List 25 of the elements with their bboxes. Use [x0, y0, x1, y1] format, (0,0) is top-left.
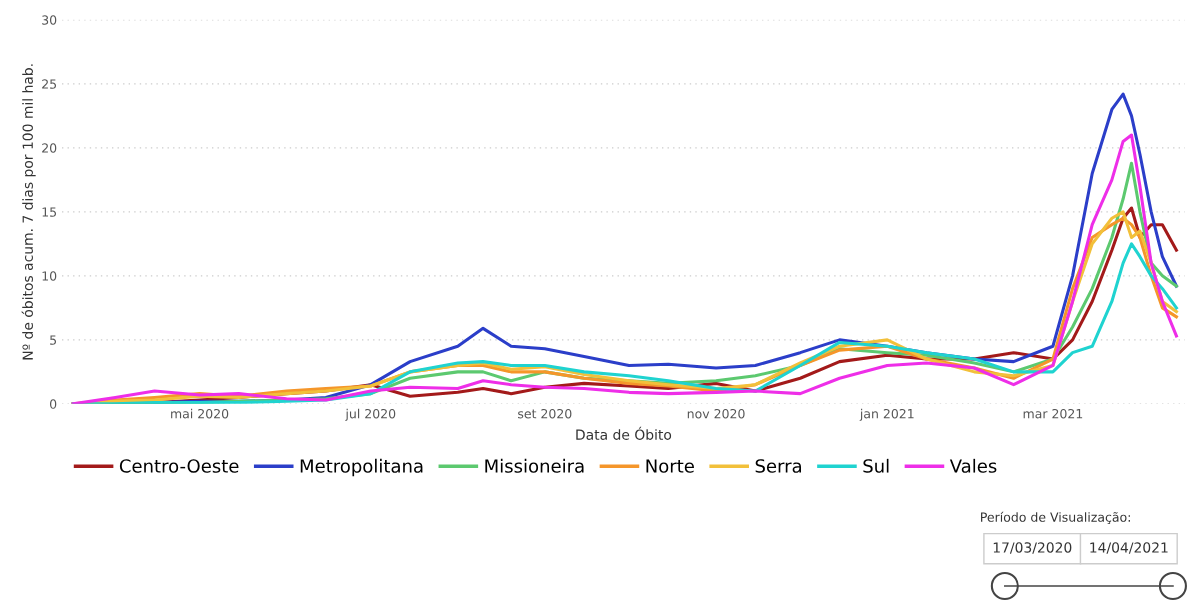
x-tick-label: mar 2021 — [1023, 408, 1083, 419]
text: 14/04/2021 — [1090, 542, 1168, 554]
x-tick-label: mai 2020 — [171, 408, 229, 419]
y-tick-label: 0 — [49, 399, 57, 409]
y-axis-title: Nº de óbitos acum. 7 dias por 100 mil hab. — [21, 64, 36, 360]
y-tick-label: 30 — [42, 15, 57, 25]
y-tick-label: 20 — [42, 143, 57, 153]
x-axis-title: Data de Óbito — [576, 426, 672, 440]
legend-label: Centro-Oeste — [119, 459, 239, 473]
y-tick-label: 25 — [42, 79, 57, 89]
x-tick-label: jul 2020 — [345, 408, 396, 421]
legend-label: Serra — [755, 459, 801, 473]
legend-label: Vales — [949, 458, 997, 473]
y-tick-label: 15 — [42, 207, 57, 217]
y-tick-label: 10 — [42, 271, 57, 281]
legend-label: Missioneira — [485, 458, 584, 473]
text: 17/03/2020 — [993, 542, 1072, 554]
x-tick-label: nov 2020 — [687, 408, 745, 419]
legend-label: Norte — [646, 459, 694, 473]
x-tick-label: set 2020 — [518, 408, 572, 419]
legend-label: Sul — [863, 458, 889, 473]
text: Período de Visualização: — [981, 511, 1130, 525]
legend-label: Metropolitana — [300, 458, 423, 477]
x-tick-label: jan 2021 — [859, 408, 914, 421]
y-tick-label: 5 — [50, 335, 57, 345]
